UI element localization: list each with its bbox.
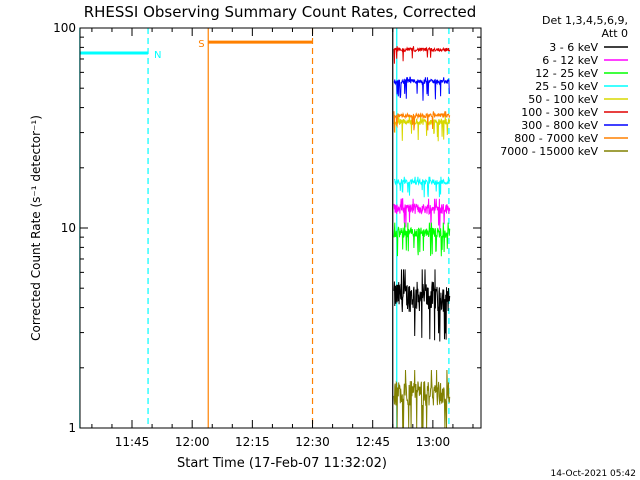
generation-timestamp: 14-Oct-2021 05:42 [551, 469, 636, 479]
series-line-9 [393, 369, 451, 429]
x-tick-label: 12:45 [355, 435, 390, 449]
legend-label-3: 12 - 25 keV [535, 67, 598, 80]
legend-label-4: 25 - 50 keV [535, 80, 598, 93]
x-tick-label: 13:00 [416, 435, 451, 449]
series-line-3 [393, 222, 451, 257]
series-line-8 [393, 111, 451, 133]
y-tick-label: 10 [61, 221, 76, 235]
y-tick-label: 1 [68, 421, 76, 435]
marker-label-s: S [198, 39, 204, 50]
legend-label-6: 100 - 300 keV [521, 106, 598, 119]
data-layer: NS [79, 28, 451, 429]
y-tick-label: 100 [53, 21, 76, 35]
marker-label-n: N [154, 50, 161, 61]
x-tick-label: 12:15 [235, 435, 270, 449]
legend-header-line-2: Att 0 [602, 27, 628, 40]
legend-header-line-1: Det 1,3,4,5,6,9, [542, 14, 628, 27]
legend-label-1: 3 - 6 keV [549, 41, 598, 54]
x-tick-label: 11:45 [115, 435, 150, 449]
series-line-2 [393, 198, 451, 230]
y-axis-label: Corrected Count Rate (s⁻¹ detector⁻¹) [29, 115, 43, 341]
legend-label-5: 50 - 100 keV [528, 93, 598, 106]
series-line-4 [394, 176, 451, 198]
chart-title: RHESSI Observing Summary Count Rates, Co… [84, 3, 477, 21]
x-tick-label: 12:00 [175, 435, 210, 449]
series-line-5 [393, 115, 451, 142]
legend-label-2: 6 - 12 keV [542, 54, 598, 67]
x-axis-label: Start Time (17-Feb-07 11:32:02) [177, 456, 387, 471]
series-line-1 [393, 269, 451, 342]
x-tick-label: 12:30 [295, 435, 330, 449]
legend-label-9: 7000 - 15000 keV [500, 145, 598, 158]
axes-layer: 1 10 100 11:45 12:00 12:15 12:30 12:45 13:00 [53, 21, 482, 449]
series-line-7 [393, 76, 451, 101]
series-line-6 [393, 46, 451, 64]
legend-label-8: 800 - 7000 keV [514, 132, 598, 145]
legend-label-7: 300 - 800 keV [521, 119, 598, 132]
